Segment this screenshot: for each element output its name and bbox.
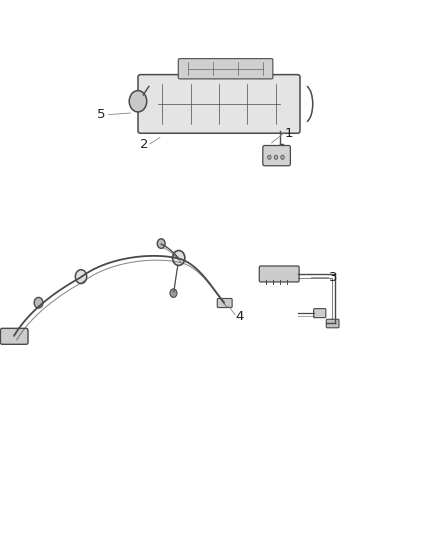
Text: 3: 3 (328, 271, 337, 284)
Text: 2: 2 (140, 139, 149, 151)
Circle shape (34, 297, 43, 308)
Circle shape (157, 239, 165, 248)
Circle shape (75, 270, 87, 284)
Circle shape (129, 91, 147, 112)
Text: 5: 5 (96, 108, 105, 121)
Circle shape (274, 155, 278, 159)
Circle shape (268, 155, 271, 159)
Text: 1: 1 (285, 127, 293, 140)
Circle shape (281, 155, 284, 159)
FancyBboxPatch shape (138, 75, 300, 133)
FancyBboxPatch shape (259, 266, 299, 282)
FancyBboxPatch shape (326, 319, 339, 328)
FancyBboxPatch shape (0, 328, 28, 344)
FancyBboxPatch shape (217, 298, 232, 308)
Text: 4: 4 (236, 310, 244, 323)
Circle shape (173, 251, 185, 265)
FancyBboxPatch shape (263, 146, 290, 166)
FancyBboxPatch shape (178, 59, 273, 79)
Circle shape (170, 289, 177, 297)
FancyBboxPatch shape (314, 309, 326, 318)
